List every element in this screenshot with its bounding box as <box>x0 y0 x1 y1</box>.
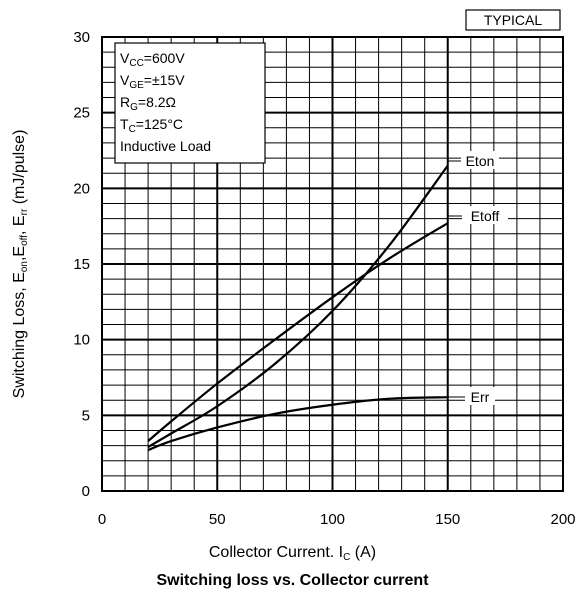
series-line-err <box>147 396 448 452</box>
plot-frame <box>101 36 564 492</box>
series-label-err: Err <box>471 389 490 405</box>
y-tick-label: 5 <box>82 407 90 424</box>
y-tick-labels: 0 5 10 15 20 25 30 <box>73 29 90 500</box>
condition-line: RG=8.2Ω <box>120 94 176 113</box>
y-tick-label: 20 <box>73 180 90 197</box>
series-label-eton: Eton <box>466 153 495 169</box>
conditions-box: VCC=600V VGE=±15V RG=8.2Ω TC=125°C Inductive… <box>114 42 266 164</box>
y-tick-label: 0 <box>82 483 90 500</box>
x-tick-labels: 0 50 100 150 200 <box>98 511 576 528</box>
x-tick-label: 150 <box>435 511 460 528</box>
typical-badge-text: TYPICAL <box>484 12 543 28</box>
series-labels: Eton Etoff Err <box>447 151 508 405</box>
x-tick-label: 100 <box>320 511 345 528</box>
y-tick-label: 10 <box>73 332 90 349</box>
y-tick-label: 30 <box>73 29 90 46</box>
conditions-box-frame <box>114 42 266 164</box>
x-axis-label: Collector Current. IC (A) <box>209 544 376 563</box>
condition-line: VCC=600V <box>120 50 185 69</box>
y-tick-label: 15 <box>73 256 90 273</box>
y-axis-label: Switching Loss, Eon,Eoff, Err (mJ/pulse) <box>11 130 30 399</box>
series-lines <box>147 164 449 452</box>
condition-line: Inductive Load <box>120 138 211 154</box>
series-label-etoff: Etoff <box>471 208 500 224</box>
series-line-eton <box>147 164 449 449</box>
series-label-bg-etoff <box>462 206 508 224</box>
x-tick-label: 200 <box>550 511 575 528</box>
condition-line: TC=125°C <box>120 116 183 135</box>
condition-line: VGE=±15V <box>120 72 185 91</box>
typical-badge: TYPICAL <box>465 9 561 31</box>
chart-title: Switching loss vs. Collector current <box>156 572 429 589</box>
y-tick-label: 25 <box>73 105 90 122</box>
x-tick-label: 0 <box>98 511 106 528</box>
series-line-etoff <box>147 222 449 442</box>
series-label-bg-err <box>465 387 495 405</box>
x-tick-label: 50 <box>209 511 226 528</box>
series-label-bg-eton <box>461 151 499 169</box>
